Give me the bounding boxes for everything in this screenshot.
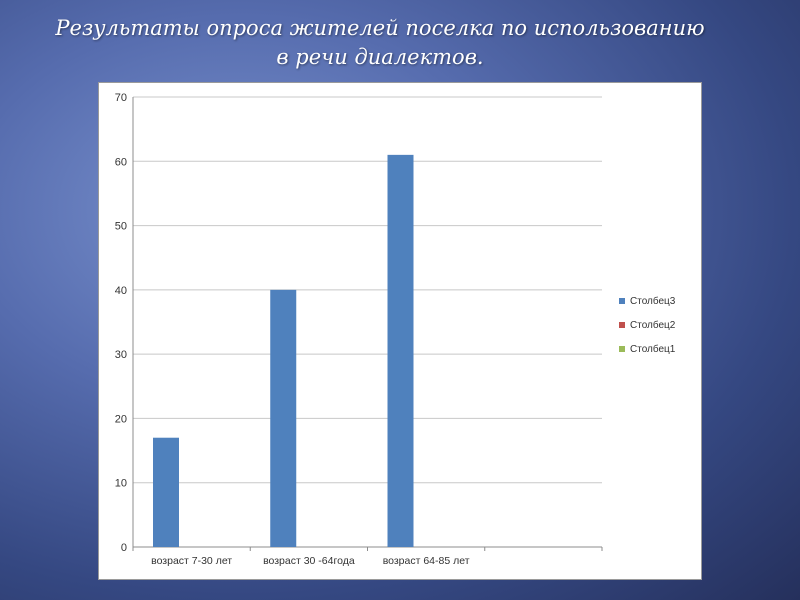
y-tick-label: 20 xyxy=(115,413,127,425)
slide-title-line-1: Результаты опроса жителей поселка по исп… xyxy=(55,16,705,40)
y-tick-label: 70 xyxy=(115,92,127,104)
legend-swatch xyxy=(619,346,625,352)
chart-legend: Столбец3 Столбец2 Столбец1 xyxy=(619,295,675,367)
y-tick-label: 60 xyxy=(115,156,127,168)
y-tick-label: 10 xyxy=(115,478,127,490)
y-tick-label: 50 xyxy=(115,221,127,233)
bar-chart: 0 10 20 30 40 50 60 70 возраст 7-30 лет возраст 3… xyxy=(115,92,603,567)
bar-Столбец3 xyxy=(270,289,297,547)
chart-panel: 0 10 20 30 40 50 60 70 возраст 7-30 лет возраст 3… xyxy=(98,82,702,580)
y-tick-label: 40 xyxy=(115,285,127,297)
slide-title-line-2: в речи диалектов. xyxy=(276,45,484,69)
legend-swatch xyxy=(619,322,625,328)
x-tick-label: возраст 30 -64года xyxy=(263,555,355,567)
legend-item: Столбец2 xyxy=(619,319,675,331)
legend-label: Столбец1 xyxy=(630,343,676,355)
legend-label: Столбец2 xyxy=(630,319,676,331)
legend-label: Столбец3 xyxy=(630,295,676,307)
slide-title: Результаты опроса жителей поселка по исп… xyxy=(0,14,760,72)
legend-swatch xyxy=(619,298,625,304)
legend-item: Столбец3 xyxy=(619,295,675,307)
y-tick-label: 0 xyxy=(121,542,127,554)
x-tick-label: возраст 64-85 лет xyxy=(383,555,470,567)
x-tick-label: возраст 7-30 лет xyxy=(151,555,232,567)
y-tick-label: 30 xyxy=(115,349,127,361)
bar-Столбец3 xyxy=(387,154,414,547)
legend-item: Столбец1 xyxy=(619,343,675,355)
bar-Столбец3 xyxy=(153,437,179,547)
